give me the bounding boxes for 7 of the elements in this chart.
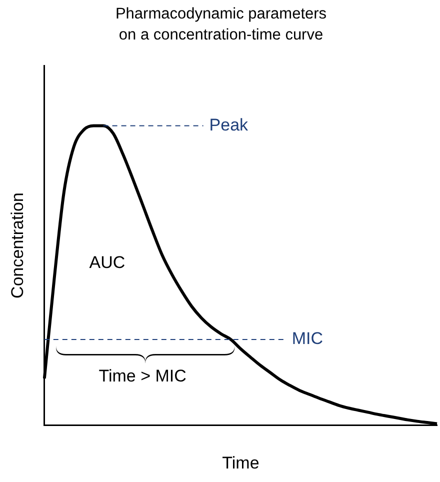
annotation: Time > MIC xyxy=(98,366,186,386)
chart-title: Pharmacodynamic parameters on a concentration-time curve xyxy=(115,6,327,44)
ref-line-label: MIC xyxy=(292,329,324,348)
annotation: AUC xyxy=(89,253,126,272)
x-axis-title: Time xyxy=(222,453,260,472)
y-axis-title: Concentration xyxy=(8,192,27,298)
ref-line-label: Peak xyxy=(209,115,249,134)
